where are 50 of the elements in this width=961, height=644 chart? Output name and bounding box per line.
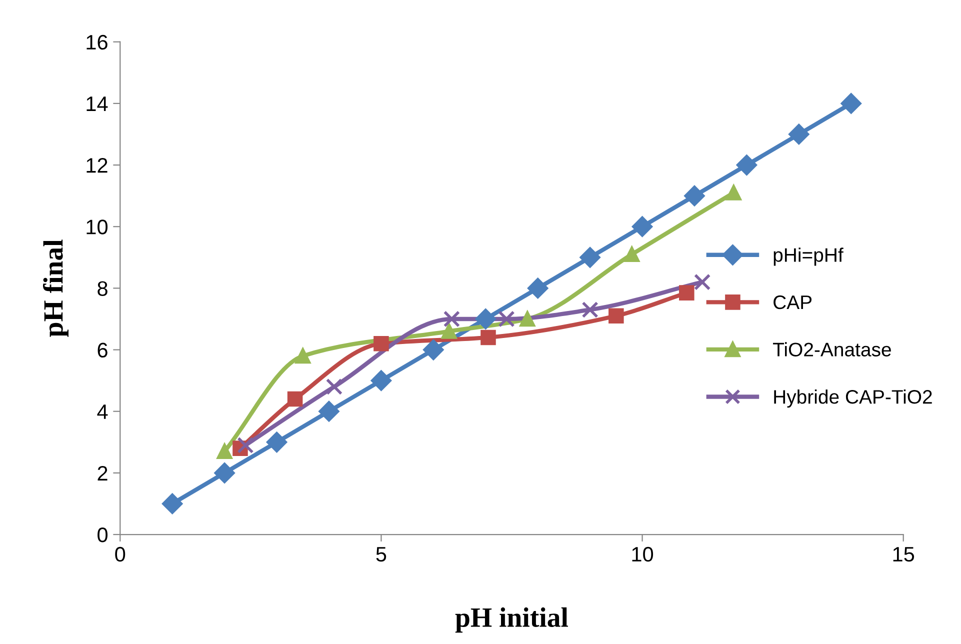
y-tick-label: 2 [98,466,108,480]
point [582,301,598,318]
x-tick-label: 0 [115,546,126,562]
y-tick-label: 6 [98,342,108,358]
point [423,340,444,360]
point [370,370,392,391]
point [237,436,254,454]
point [475,308,496,330]
point [632,216,652,237]
point [214,462,235,484]
point [162,494,183,514]
y-tick-label: 0 [98,528,108,542]
legend-label: TiO2-Anatase [773,342,891,356]
x-axis-title: pH initial [455,607,568,633]
point [788,124,810,144]
x-tick-label: 10 [632,546,654,562]
x-tick-label: 15 [893,547,914,562]
point [736,154,757,176]
point [326,378,343,396]
point [295,348,311,364]
x-tick-label: 5 [376,547,386,562]
point [480,330,496,346]
point [443,310,460,328]
point [318,401,340,422]
point [216,444,232,460]
point [374,336,389,352]
legend-label: Hybride CAP-TiO2 [774,389,932,408]
point [679,285,694,300]
point [528,278,548,298]
legend-label: CAP [774,295,812,310]
point [726,185,742,200]
point [266,432,287,452]
point [624,246,640,262]
point [441,324,457,339]
y-axis-title: pH final [43,240,68,337]
point [580,247,600,268]
y-tick-label: 8 [98,281,108,296]
y-tick-label: 16 [86,34,108,50]
y-tick-label: 10 [86,220,108,234]
y-tick-label: 4 [97,404,108,419]
y-tick-label: 14 [86,96,108,111]
y-tick-label: 12 [86,158,108,173]
point [498,310,515,328]
point [694,274,711,290]
legend-label: pHi=pHf [774,248,844,266]
point [520,311,536,327]
point [840,93,862,114]
point [287,391,303,407]
point [684,186,705,206]
point [608,308,624,324]
